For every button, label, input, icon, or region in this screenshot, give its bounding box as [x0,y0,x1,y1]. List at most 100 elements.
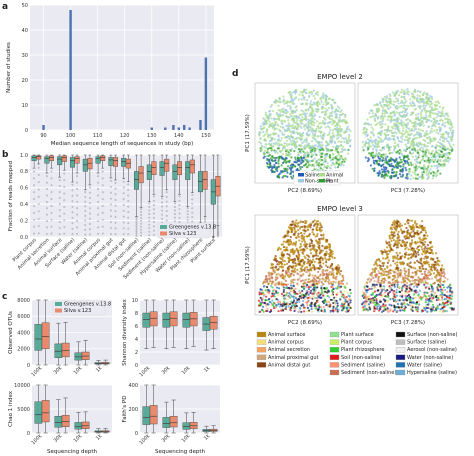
outlier-point [127,194,130,197]
outlier-point [58,221,61,223]
scatter-point [415,161,418,164]
scatter-point [320,155,324,158]
scatter-point [275,141,278,144]
scatter-point [368,141,371,144]
scatter-point [276,301,280,304]
scatter-point [324,94,327,97]
outlier-point [217,227,219,230]
scatter-point [308,256,311,259]
scatter-point [279,143,283,146]
scatter-point [286,168,289,171]
scatter-point [437,162,441,166]
scatter-point [297,136,301,139]
scatter-point [288,257,291,260]
scatter-point [302,229,305,232]
scatter-point [259,131,262,134]
y-axis-label: Faith's PD [122,396,128,423]
scatter-point [317,164,320,167]
scatter-point [305,166,308,169]
scatter-point [417,127,420,131]
scatter-point [295,90,298,93]
scatter-point [402,92,406,95]
scatter-point [318,239,321,243]
scatter-point [292,170,295,173]
scatter-point [310,92,313,96]
scatter-point [385,101,389,104]
scatter-point [274,306,278,309]
scatter-point [289,238,292,241]
scatter-point [383,176,386,180]
scatter-point [313,115,316,118]
scatter-point [416,144,419,147]
bar [172,125,175,130]
scatter-point [429,116,432,119]
scatter-point [399,150,403,153]
scatter-point [404,131,407,134]
scatter-point [330,107,334,110]
scatter-point [266,147,270,150]
outlier-point [71,189,74,192]
scatter-point [392,100,395,103]
scatter-point [308,147,311,150]
scatter-point [331,256,334,259]
scatter-point [276,291,280,295]
scatter-point [298,300,301,303]
scatter-point [347,294,350,297]
scatter-point [426,132,429,136]
scatter-point [285,142,288,146]
scatter-point [264,143,267,146]
scatter-point [317,168,320,171]
scatter-point [402,163,405,166]
outlier-point [76,207,78,210]
scatter-point [287,122,290,125]
outlier-point [76,220,78,222]
scatter-point [305,98,309,102]
scatter-point [391,171,394,174]
outlier-point [84,205,87,208]
scatter-point [376,116,380,120]
scatter-point [258,140,261,144]
scatter-point [278,156,281,159]
scatter-point [270,272,273,275]
outlier-point [76,181,78,184]
scatter-point [297,221,300,224]
scatter-point [277,142,280,145]
scatter-point [420,123,423,127]
scatter-point [418,105,421,108]
scatter-point [434,125,437,128]
scatter-point [385,104,389,107]
scatter-point [334,277,337,280]
scatter-point [269,133,272,136]
scatter-point [348,305,351,308]
scatter-point [384,98,387,101]
scatter-point [325,154,329,157]
scatter-point [275,276,278,279]
scatter-point [262,130,265,133]
scatter-point [446,156,450,159]
scatter-point [333,120,337,124]
scatter-point [289,293,292,296]
scatter-point [295,301,298,304]
scatter-point [305,289,308,293]
scatter-point [424,151,427,154]
scatter-point [416,149,420,152]
scatter-point [282,297,286,300]
outlier-point [84,233,87,236]
scatter-point [382,156,385,160]
scatter-point [372,144,375,147]
scatter-point [398,164,401,168]
scatter-point [422,147,425,150]
scatter-point [282,175,285,178]
box [41,400,50,423]
scatter-point [427,149,430,152]
scatter-point [281,305,284,308]
scatter-point [301,289,304,293]
scatter-point [309,112,312,115]
scatter-point [331,129,335,132]
scatter-point [408,150,412,153]
scatter-point [299,90,302,93]
outlier-point [191,216,194,218]
scatter-point [388,93,391,96]
scatter-point [285,160,288,164]
